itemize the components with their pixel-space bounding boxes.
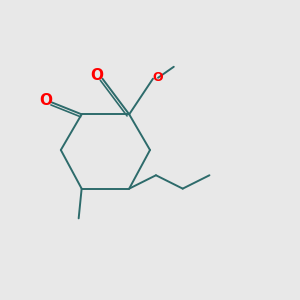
Text: O: O	[152, 71, 163, 84]
Text: O: O	[39, 94, 52, 109]
Text: O: O	[90, 68, 103, 83]
